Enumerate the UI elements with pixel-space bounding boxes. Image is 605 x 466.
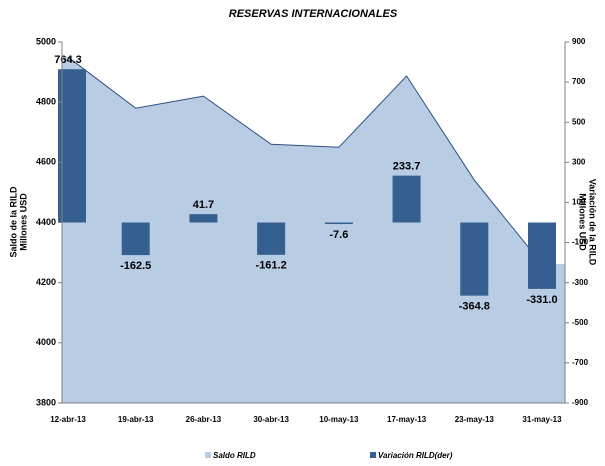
legend-swatch bbox=[370, 452, 376, 458]
legend-swatch bbox=[205, 452, 211, 458]
bar bbox=[189, 214, 218, 223]
data-label: -364.8 bbox=[459, 301, 490, 313]
legend-label: Saldo RILD bbox=[213, 451, 256, 460]
y2-tick-label: -300 bbox=[572, 278, 589, 287]
x-tick-label: 19-abr-13 bbox=[118, 415, 154, 424]
data-label: 764.3 bbox=[54, 54, 82, 66]
y2-tick-label: 900 bbox=[572, 37, 586, 46]
bar bbox=[460, 222, 489, 296]
y-tick-label: 4000 bbox=[36, 337, 56, 347]
bar bbox=[324, 222, 353, 225]
y2-tick-label: -100 bbox=[572, 238, 589, 247]
y2-tick-label: 300 bbox=[572, 157, 586, 166]
y2-tick-label: 500 bbox=[572, 117, 586, 126]
y-tick-label: 5000 bbox=[36, 36, 56, 46]
x-tick-label: 30-abr-13 bbox=[253, 415, 289, 424]
area bbox=[62, 57, 565, 404]
x-tick-label: 31-may-13 bbox=[522, 415, 562, 424]
x-tick-label: 17-may-13 bbox=[387, 415, 427, 424]
y-axis-label: Saldo de la RILD Millones USD bbox=[8, 186, 28, 258]
chart-title: RESERVAS INTERNACIONALES bbox=[229, 8, 398, 20]
legend-label: Variación RILD(der) bbox=[378, 451, 453, 460]
y-tick-label: 4200 bbox=[36, 277, 56, 287]
y2-axis-label-line: Millones USD bbox=[578, 193, 588, 251]
y2-tick-label: -900 bbox=[572, 398, 589, 407]
bar bbox=[257, 222, 286, 255]
bar bbox=[392, 175, 421, 223]
bar bbox=[528, 222, 556, 289]
bar bbox=[58, 69, 86, 223]
x-tick-label: 12-abr-13 bbox=[50, 415, 86, 424]
y-tick-label: 4400 bbox=[36, 217, 56, 227]
y2-tick-label: -500 bbox=[572, 318, 589, 327]
x-tick-label: 23-may-13 bbox=[455, 415, 495, 424]
x-tick-label: 26-abr-13 bbox=[186, 415, 222, 424]
y2-tick-label: -700 bbox=[572, 358, 589, 367]
y-axis-label-line: Millones USD bbox=[18, 193, 28, 251]
y-tick-label: 4800 bbox=[36, 97, 56, 107]
y2-axis-label: Variación de la RILD Millones USD bbox=[578, 179, 598, 266]
data-label: -162.5 bbox=[120, 260, 151, 272]
y-tick-label: 4600 bbox=[36, 157, 56, 167]
area-line bbox=[67, 56, 543, 265]
data-label: 233.7 bbox=[393, 161, 421, 173]
y2-tick-label: 100 bbox=[572, 198, 586, 207]
y-tick-label: 3800 bbox=[36, 397, 56, 407]
bar bbox=[121, 222, 150, 256]
x-tick-label: 10-may-13 bbox=[319, 415, 359, 424]
data-label: -331.0 bbox=[526, 294, 557, 306]
data-label: -7.6 bbox=[329, 229, 348, 241]
y2-axis-label-line: Variación de la RILD bbox=[588, 179, 598, 266]
data-label: 41.7 bbox=[193, 199, 214, 211]
data-label: -161.2 bbox=[256, 260, 287, 272]
y2-tick-label: 700 bbox=[572, 77, 586, 86]
y-axis-label-line: Saldo de la RILD bbox=[8, 186, 18, 258]
